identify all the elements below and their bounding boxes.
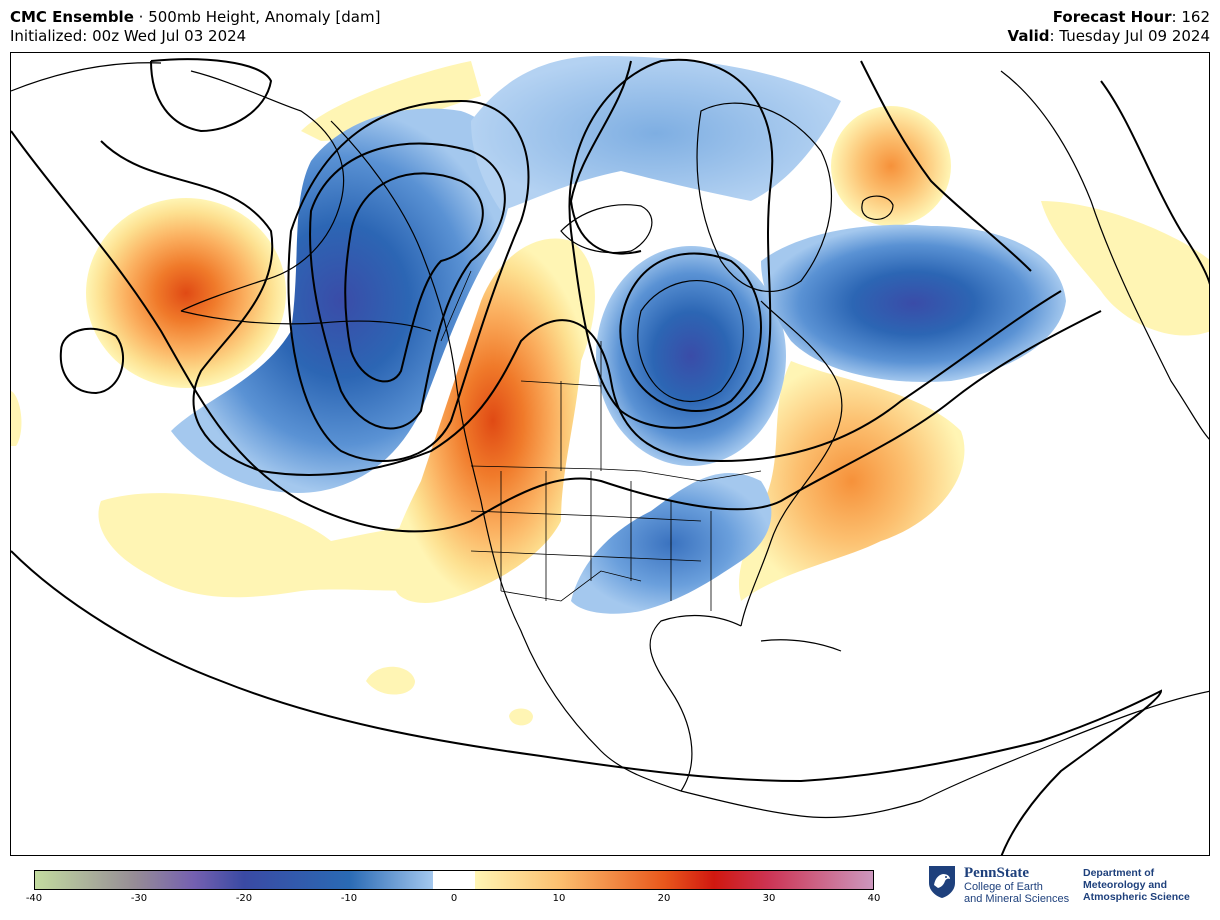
- contour-midlatitude-5760: [11, 130, 1102, 533]
- contour-aleutian-low-outer: [309, 142, 506, 430]
- contour-hudson-low-inner: [619, 252, 762, 412]
- positive-anomaly-baja: [366, 666, 415, 695]
- dept-line-3: Atmospheric Science: [1083, 891, 1190, 903]
- coast-greenland: [696, 102, 832, 292]
- map-svg: [11, 56, 1209, 855]
- coast-cuba: [760, 639, 842, 652]
- colorbar-tick: 10: [552, 893, 566, 904]
- positive-anomaly-north-pacific-edge: [11, 391, 22, 446]
- initialized-time: Initialized: 00z Wed Jul 03 2024: [10, 27, 247, 45]
- colorbar-tick: 20: [657, 893, 671, 904]
- title-separator: ·: [133, 8, 149, 26]
- coast-central-america: [680, 790, 922, 819]
- negative-anomaly-hudson-bay: [596, 246, 786, 466]
- valid-time: Valid: Tuesday Jul 09 2024: [1008, 27, 1210, 46]
- positive-anomaly-western-canada: [390, 238, 595, 603]
- forecast-hour: Forecast Hour: 162: [1008, 8, 1210, 27]
- forecast-info: Forecast Hour: 162 Valid: Tuesday Jul 09…: [1008, 8, 1210, 46]
- contour-polar-vortex: [568, 58, 774, 429]
- positive-anomaly-iceland: [831, 106, 951, 226]
- college-line-2: and Mineral Sciences: [964, 893, 1070, 905]
- map-panel: [10, 52, 1210, 856]
- university-name: PennState: [964, 865, 1029, 881]
- department-text: Department of Meteorology and Atmospheri…: [1083, 867, 1190, 903]
- contour-atlantic-north: [569, 60, 642, 255]
- valid-value: : Tuesday Jul 09 2024: [1049, 27, 1210, 45]
- coast-south-america: [920, 690, 1209, 802]
- pennstate-logo: PennState College of Earth and Mineral S…: [928, 865, 1208, 910]
- contour-pacific-ridge: [100, 140, 1062, 476]
- map-title: CMC Ensemble · 500mb Height, Anomaly [da…: [10, 8, 380, 46]
- positive-anomaly-pacific-small: [509, 708, 533, 726]
- product-name: 500mb Height, Anomaly [dam]: [148, 8, 381, 26]
- title-line-1: CMC Ensemble · 500mb Height, Anomaly [da…: [10, 8, 380, 27]
- college-line-1: College of Earth: [964, 881, 1043, 893]
- border-canada-provinces: [520, 341, 602, 471]
- forecast-hour-value: : 162: [1171, 8, 1210, 26]
- coast-arctic-islands: [560, 204, 653, 254]
- political-borders: [440, 270, 762, 611]
- contour-siberia: [150, 58, 273, 133]
- positive-anomaly-western-atlantic: [738, 361, 965, 601]
- border-us-states: [470, 471, 712, 611]
- coast-europe: [1000, 70, 1209, 440]
- coast-north-america-east: [740, 300, 843, 627]
- colorbar-tick: -20: [235, 893, 253, 904]
- pennstate-shield-icon: [929, 866, 955, 898]
- colorbar-tick: -30: [130, 893, 148, 904]
- valid-label: Valid: [1007, 27, 1050, 45]
- dept-line-1: Department of: [1083, 867, 1155, 879]
- colorbar-tick: 30: [762, 893, 776, 904]
- colorbar-tick: 0: [450, 893, 458, 904]
- colorbar-tick: -10: [340, 893, 358, 904]
- coast-iceland: [861, 195, 894, 220]
- psu-text-block: PennState College of Earth and Mineral S…: [964, 865, 1069, 905]
- border-alaska-canada: [440, 270, 472, 342]
- positive-anomaly-europe-belt: [1041, 201, 1209, 336]
- model-name: CMC Ensemble: [10, 8, 134, 26]
- colorbar-tick: -40: [25, 893, 43, 904]
- positive-anomaly-gulf-alaska: [301, 61, 481, 141]
- coast-north-america-west: [330, 120, 682, 792]
- negative-anomaly-north-atlantic: [761, 224, 1066, 382]
- height-contours: [11, 58, 1209, 855]
- negative-anomaly-bering-alaska: [171, 108, 511, 493]
- contour-europe-trough-2: [860, 60, 1032, 272]
- border-us-mexico: [500, 570, 642, 602]
- colorbar-ticks: -40 -30 -20 -10 0 10 20 30 40: [26, 893, 881, 907]
- coast-gulf-mexico: [649, 614, 742, 792]
- contour-europe-trough: [1100, 80, 1209, 285]
- colorbar-gradient: [34, 870, 874, 890]
- contour-aleutian-low-ring-3: [287, 99, 530, 462]
- colorbar: [34, 870, 874, 890]
- contour-subtropical-5880: [11, 550, 1163, 855]
- forecast-hour-label: Forecast Hour: [1052, 8, 1172, 26]
- coast-alaska: [180, 70, 345, 312]
- colorbar-svg: [34, 870, 874, 890]
- negative-anomaly-arctic: [471, 56, 841, 211]
- positive-anomaly-pacific-belt: [98, 493, 481, 598]
- colorbar-tick: 40: [867, 893, 881, 904]
- positive-anomaly-north-pacific: [86, 198, 286, 388]
- contour-north-pacific-cutoff: [59, 327, 125, 395]
- coastlines: [11, 62, 1209, 819]
- contour-aleutian-low-inner: [344, 172, 484, 383]
- coast-siberia: [11, 62, 162, 92]
- border-us-canada: [470, 465, 762, 482]
- dept-line-2: Meteorology and: [1083, 879, 1168, 891]
- coast-hudson-bay: [637, 280, 744, 402]
- anomaly-shading: [11, 56, 1209, 726]
